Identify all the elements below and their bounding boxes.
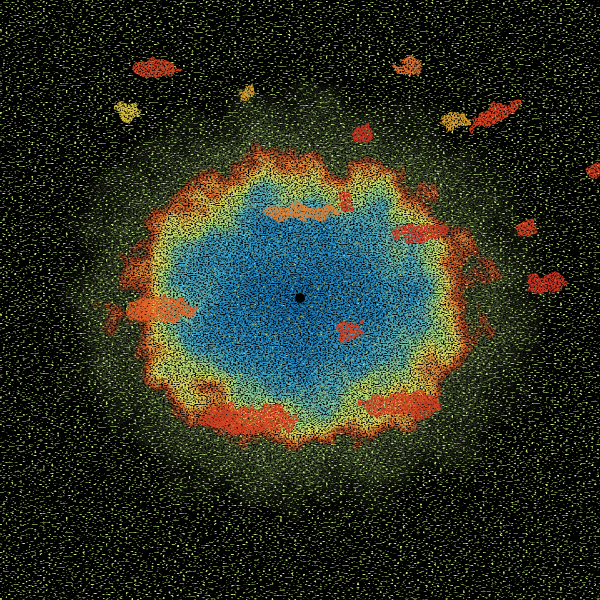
echo-field [55,80,555,520]
strong-echoes [116,58,600,434]
radar-site [295,293,305,303]
